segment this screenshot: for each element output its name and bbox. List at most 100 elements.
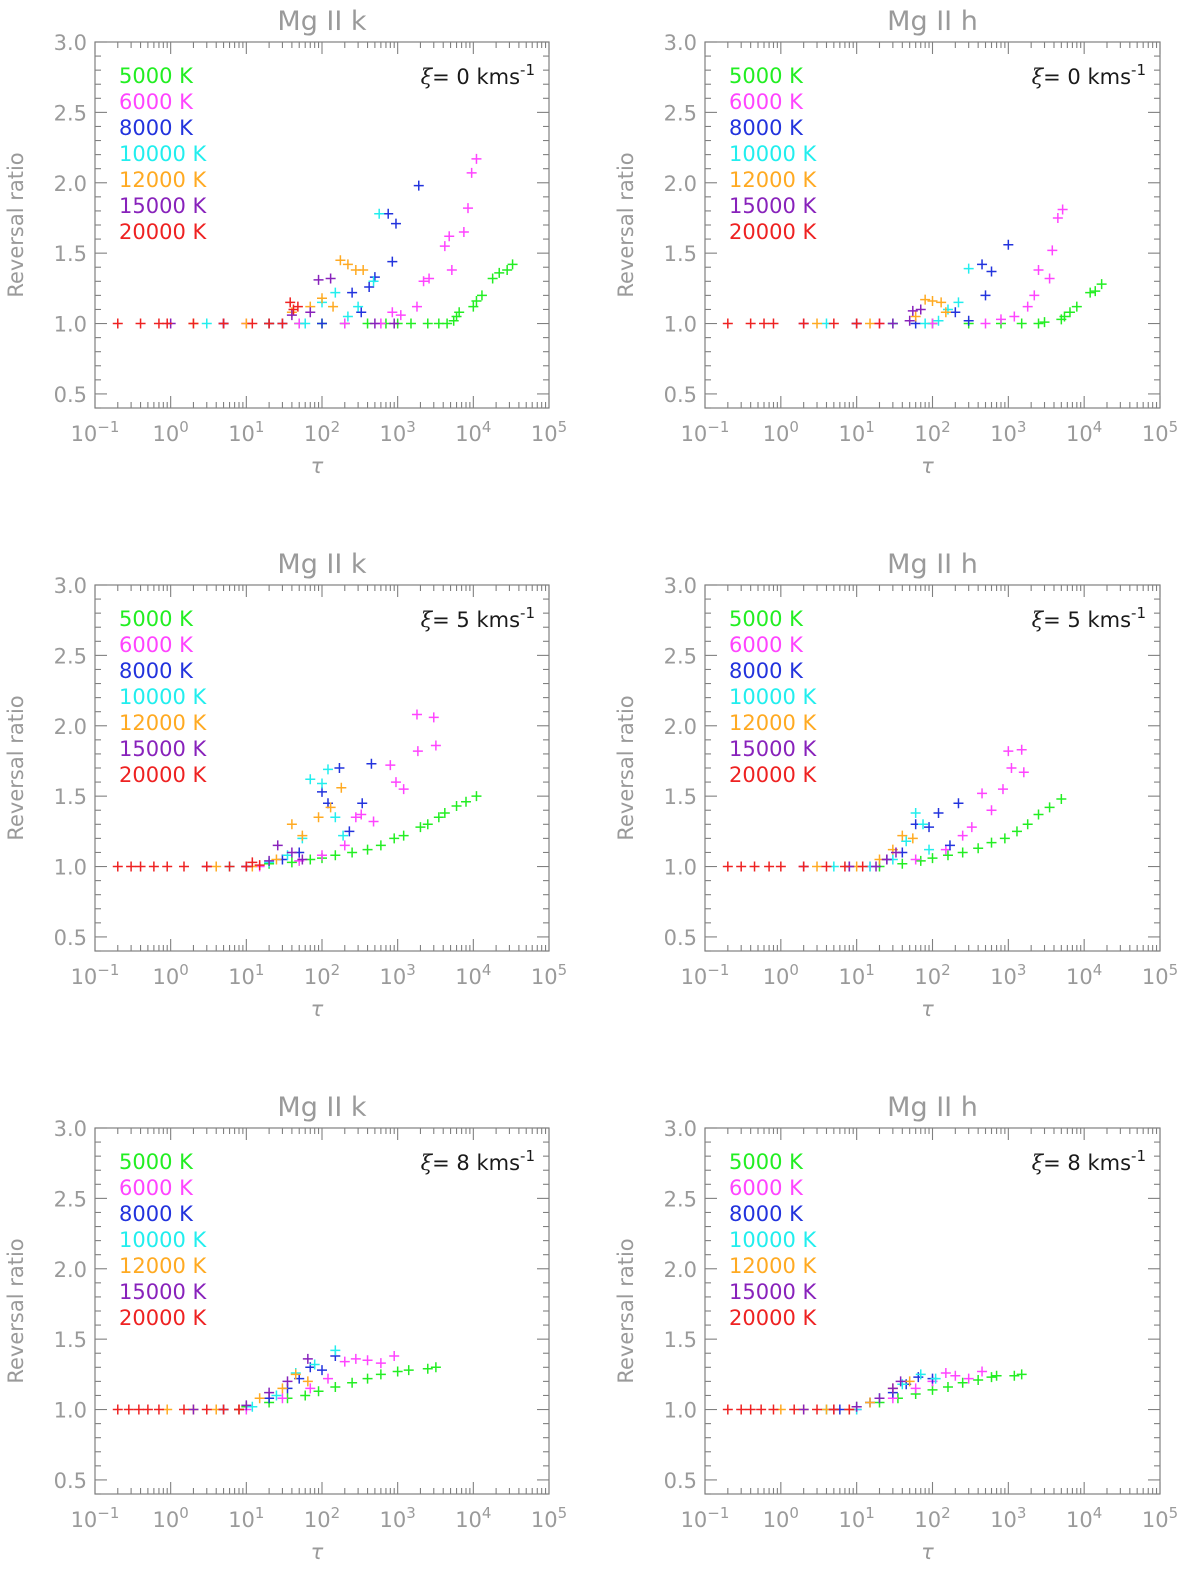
y-tick-label: 1.0	[664, 856, 697, 880]
data-point	[322, 1373, 333, 1384]
data-point	[313, 812, 324, 823]
xi-annotation: ξ= 5 kms-1	[421, 604, 535, 632]
y-axis-label: Reversal ratio	[4, 695, 28, 840]
series-20000-K	[722, 318, 885, 329]
data-point	[369, 272, 380, 283]
chart-title: Mg II h	[887, 1092, 978, 1123]
legend-entry: 20000 K	[119, 220, 207, 244]
data-point	[153, 1404, 164, 1415]
series-6000-K	[874, 204, 1068, 329]
series-20000-K	[722, 861, 868, 872]
data-point	[963, 1373, 974, 1384]
data-point	[1052, 212, 1063, 223]
legend-entry: 12000 K	[729, 168, 817, 192]
x-tick-label: 103	[990, 1504, 1026, 1532]
x-tick-label: 10−1	[71, 418, 120, 446]
data-point	[383, 208, 394, 219]
data-point	[300, 1390, 311, 1401]
data-point	[290, 1369, 301, 1380]
data-point	[1003, 746, 1014, 757]
series-20000-K	[722, 1404, 855, 1415]
data-point	[468, 301, 479, 312]
data-point	[462, 203, 473, 214]
data-point	[466, 167, 477, 178]
data-point	[812, 861, 823, 872]
data-point	[1029, 290, 1040, 301]
legend-entry: 6000 K	[119, 633, 194, 657]
y-tick-label: 1.0	[664, 1399, 697, 1423]
data-point	[1039, 317, 1050, 328]
series-5000-K	[851, 1369, 1027, 1412]
x-tick-label: 102	[914, 961, 950, 989]
x-axis-label: τ	[921, 1540, 934, 1564]
y-tick-label: 0.5	[664, 926, 697, 950]
data-point	[362, 1373, 373, 1384]
chart-title: Mg II h	[887, 6, 978, 37]
y-tick-label: 3.0	[54, 31, 87, 55]
x-tick-label: 105	[531, 1504, 567, 1532]
data-point	[317, 850, 327, 861]
y-tick-label: 1.5	[54, 242, 87, 266]
data-point	[201, 318, 212, 329]
x-axis-label: τ	[311, 1540, 324, 1564]
data-point	[1047, 245, 1058, 256]
y-tick-label: 1.5	[664, 242, 697, 266]
x-tick-label: 100	[763, 418, 799, 446]
x-tick-label: 102	[304, 1504, 340, 1532]
data-point	[162, 318, 173, 329]
y-tick-label: 2.5	[664, 644, 697, 668]
data-point	[821, 861, 832, 872]
series-12000-K	[812, 294, 951, 329]
data-point	[292, 301, 303, 312]
data-point	[933, 315, 944, 326]
x-tick-label: 104	[455, 1504, 491, 1532]
data-point	[334, 763, 345, 773]
data-point	[1071, 301, 1082, 312]
legend-entry: 20000 K	[729, 763, 817, 787]
data-point	[871, 861, 882, 872]
data-point	[335, 255, 346, 266]
y-axis-label: Reversal ratio	[614, 152, 638, 297]
x-tick-label: 100	[763, 961, 799, 989]
data-point	[330, 1382, 341, 1393]
data-point	[1044, 273, 1055, 284]
y-tick-label: 0.5	[54, 383, 87, 407]
data-point	[759, 318, 770, 329]
data-point	[444, 231, 455, 242]
data-point	[451, 801, 462, 812]
data-point	[271, 1390, 282, 1401]
series-5000-K	[264, 791, 482, 869]
data-point	[317, 1365, 327, 1376]
data-point	[325, 802, 336, 813]
legend-entry: 15000 K	[729, 737, 817, 761]
x-tick-label: 101	[228, 961, 264, 989]
data-point	[927, 853, 938, 864]
y-tick-label: 1.5	[54, 785, 87, 809]
data-point	[977, 788, 988, 799]
data-point	[999, 833, 1010, 844]
y-axis-label: Reversal ratio	[614, 1238, 638, 1383]
data-point	[234, 1404, 244, 1415]
data-point	[910, 1383, 921, 1394]
data-point	[305, 307, 316, 318]
legend-entry: 5000 K	[119, 607, 194, 631]
data-point	[942, 850, 953, 861]
data-point	[305, 774, 316, 785]
data-point	[282, 1376, 293, 1387]
x-axis-label: τ	[311, 997, 324, 1021]
x-tick-label: 104	[1066, 1504, 1102, 1532]
data-point	[887, 318, 898, 329]
data-point	[353, 301, 364, 312]
data-point	[277, 1393, 288, 1404]
data-point	[458, 227, 469, 238]
x-axis-label: τ	[921, 454, 934, 478]
series-20000-K	[112, 1404, 244, 1415]
data-point	[991, 1370, 1002, 1381]
data-point	[339, 1356, 350, 1367]
data-point	[997, 784, 1008, 795]
data-point	[953, 798, 964, 809]
x-tick-label: 104	[455, 418, 491, 446]
series-20000-K	[112, 857, 265, 872]
data-point	[471, 296, 482, 307]
data-point	[828, 318, 839, 329]
